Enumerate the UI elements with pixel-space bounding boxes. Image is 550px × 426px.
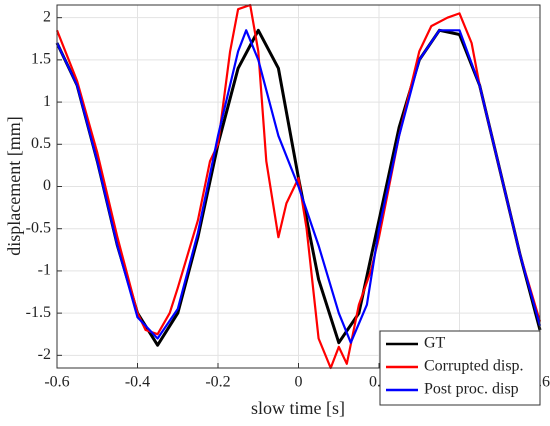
series-line (55, 3, 542, 370)
legend: GT Corrupted disp. Post proc. disp (379, 330, 541, 406)
y-tick-label: -2 (38, 346, 51, 363)
y-tick-label: 0 (43, 177, 51, 194)
x-tick-label: -0.4 (125, 374, 150, 391)
x-tick-label: -0.6 (44, 374, 69, 391)
y-tick-label: 0.5 (31, 135, 51, 152)
y-tick-label: 1 (43, 93, 51, 110)
legend-label: GT (424, 335, 446, 352)
y-tick-label: 1.5 (31, 51, 51, 68)
y-tick-label: -0.5 (26, 219, 51, 236)
y-tick-label: -1.5 (26, 304, 51, 321)
y-tick-label: 2 (43, 8, 51, 25)
y-tick-label: -1 (38, 262, 51, 279)
legend-label: Post proc. disp (424, 381, 519, 398)
series-line (56, 29, 542, 344)
x-axis-label: slow time [s] (251, 398, 345, 418)
y-axis-label: displacement [mm] (4, 116, 24, 255)
legend-label: Corrupted disp. (424, 358, 524, 375)
x-tick-label: 0 (295, 374, 303, 391)
x-tick-label: -0.2 (205, 374, 230, 391)
lines (55, 3, 542, 370)
